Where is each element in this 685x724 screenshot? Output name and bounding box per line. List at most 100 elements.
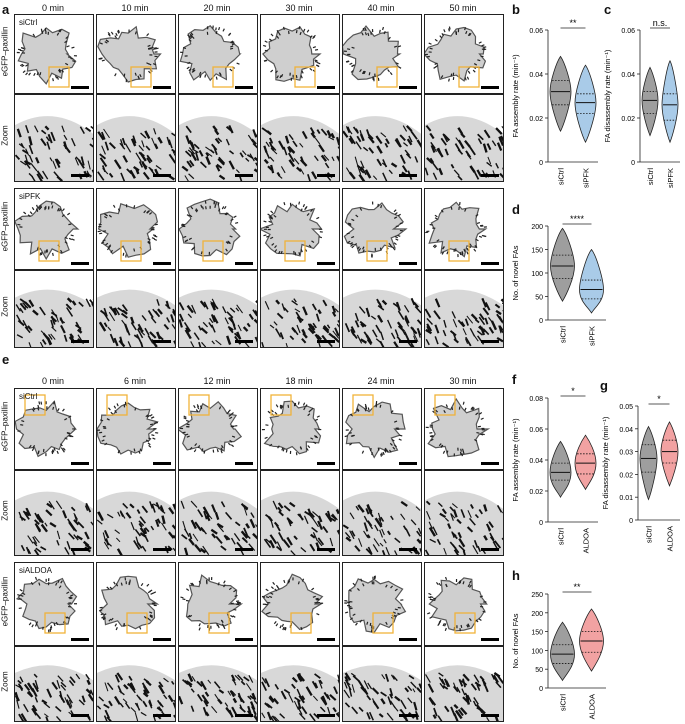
scale-bar	[153, 714, 171, 717]
y-tick-label: 0.06	[529, 427, 543, 434]
micrograph-e1-0: siCtrl	[14, 388, 94, 470]
zoom-e1z-0	[14, 470, 94, 556]
zoom-e2z-5	[424, 646, 504, 722]
time-label-e-3: 18 min	[285, 376, 313, 386]
panel-letter-g: g	[600, 378, 608, 393]
y-axis-label: No. of novel FAs	[511, 245, 520, 300]
y-tick-label: 100	[531, 648, 543, 655]
time-label-a-2: 20 min	[203, 3, 231, 13]
scale-bar	[71, 86, 89, 89]
y-axis-label: FA assembly rate (min⁻¹)	[511, 54, 520, 138]
y-tick-label: 150	[531, 630, 543, 637]
scale-bar	[153, 462, 171, 465]
micrograph-a2-3	[260, 188, 340, 270]
x-tick-label: siCtrl	[646, 168, 655, 185]
scale-bar	[317, 714, 335, 717]
scale-bar	[153, 86, 171, 89]
scale-bar	[153, 340, 171, 343]
significance-label: ****	[570, 214, 585, 224]
scale-bar	[399, 174, 417, 177]
zoom-e1z-1	[96, 470, 176, 556]
violin-chart-d: 0 50 100 150 200 No. of novel FAs siCtrl siPFK *…	[511, 214, 606, 346]
micrograph-a1-2	[178, 14, 258, 94]
x-tick-label: siPFK	[588, 326, 597, 346]
x-tick-label: siCtrl	[557, 528, 566, 545]
y-tick-label: 150	[531, 248, 543, 255]
violin-chart-h: 0 50 100 150 200 250 No. of novel FAs siCtrl siA…	[511, 582, 606, 720]
violin-siPFK	[661, 59, 679, 144]
scale-bar	[71, 548, 89, 551]
scale-bar	[481, 462, 499, 465]
violin-siPFK	[579, 248, 604, 314]
y-tick-label: 0.06	[621, 28, 635, 35]
micrograph-a2-2	[178, 188, 258, 270]
zoom-a2z-4	[342, 270, 422, 348]
micrograph-a1-0: siCtrl	[14, 14, 94, 94]
y-tick-label: 0.02	[621, 116, 635, 123]
time-label-a-4: 40 min	[367, 3, 395, 13]
micrograph-a1-1	[96, 14, 176, 94]
x-tick-label: siCtrl	[559, 326, 568, 343]
violin-siCtrl	[550, 621, 575, 682]
zoom-a2z-2	[178, 270, 258, 348]
panel-letter-d: d	[512, 202, 520, 217]
y-tick-label: 0.04	[529, 458, 543, 465]
micrograph-a1-3	[260, 14, 340, 94]
scale-bar	[317, 262, 335, 265]
micrograph-a2-0: siPFK	[14, 188, 94, 270]
scale-bar	[317, 86, 335, 89]
scale-bar	[153, 174, 171, 177]
y-tick-label: 200	[531, 224, 543, 231]
panel-letter-c: c	[604, 2, 612, 17]
row-label-egfp-e1: eGFP–paxillin	[0, 401, 10, 452]
time-label-e-0: 0 min	[41, 376, 64, 386]
y-tick-label: 0.03	[619, 450, 633, 457]
time-label-a-1: 10 min	[121, 3, 149, 13]
y-tick-label: 0	[629, 518, 633, 525]
y-tick-label: 0.01	[619, 495, 633, 502]
row-label-zoom-e2: Zoom	[0, 671, 10, 692]
y-tick-label: 250	[531, 592, 543, 599]
scale-bar	[71, 462, 89, 465]
scale-bar	[71, 340, 89, 343]
time-label-e-1: 6 min	[123, 376, 146, 386]
scale-bar	[399, 548, 417, 551]
y-axis-label: FA disassembly rate (min⁻¹)	[601, 416, 610, 509]
zoom-a1z-5	[424, 94, 504, 182]
scale-bar	[399, 340, 417, 343]
y-tick-label: 0.04	[529, 72, 543, 79]
scale-bar	[317, 548, 335, 551]
y-tick-label: 0.06	[529, 28, 543, 35]
time-label-a-5: 50 min	[449, 3, 477, 13]
scale-bar	[481, 548, 499, 551]
time-label-e-5: 30 min	[449, 376, 477, 386]
row-label-zoom-a1: Zoom	[0, 125, 10, 146]
micrograph-e1-1	[96, 388, 176, 470]
scale-bar	[317, 174, 335, 177]
zoom-e1z-4	[342, 470, 422, 556]
scale-bar	[235, 340, 253, 343]
scale-bar	[235, 262, 253, 265]
micrograph-e1-5	[424, 388, 504, 470]
x-tick-label: siCtrl	[645, 526, 654, 543]
zoom-a1z-1	[96, 94, 176, 182]
zoom-a1z-3	[260, 94, 340, 182]
micrograph-e2-0: siALDOA	[14, 562, 94, 646]
micrograph-a2-1	[96, 188, 176, 270]
y-tick-label: 0.02	[529, 116, 543, 123]
micrograph-e1-3	[260, 388, 340, 470]
zoom-e2z-2	[178, 646, 258, 722]
violin-siALDOA	[579, 608, 604, 672]
zoom-a2z-3	[260, 270, 340, 348]
micrograph-a1-5	[424, 14, 504, 94]
condition-label: siCtrl	[19, 392, 38, 401]
zoom-e1z-2	[178, 470, 258, 556]
zoom-e2z-0	[14, 646, 94, 722]
row-label-egfp-e2: eGFP–paxillin	[0, 576, 10, 627]
y-tick-label: 0.08	[529, 396, 543, 403]
violin-chart-b: 0 0.02 0.04 0.06 FA assembly rate (min⁻¹) siC…	[511, 18, 598, 188]
y-tick-label: 0.02	[529, 489, 543, 496]
scale-bar	[481, 174, 499, 177]
scale-bar	[235, 462, 253, 465]
scale-bar	[71, 638, 89, 641]
